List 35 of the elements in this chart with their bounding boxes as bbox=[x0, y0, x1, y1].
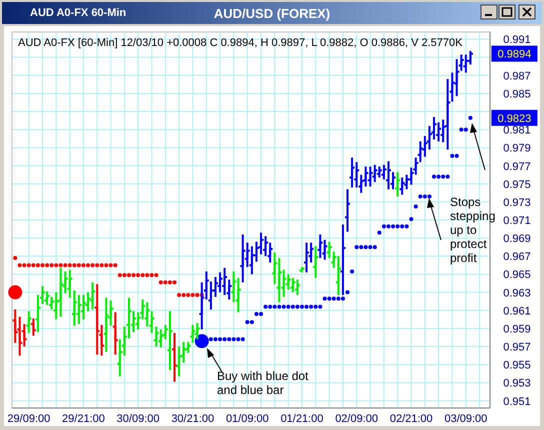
y-tick-label: 0.971 bbox=[503, 215, 531, 227]
y-tick-label: 0.975 bbox=[503, 178, 531, 191]
annotation: 0.9894 bbox=[498, 48, 532, 61]
y-tick-label: 0.963 bbox=[503, 287, 531, 300]
annotation: Buy with blue dot and blue bar bbox=[217, 369, 310, 397]
text: AUD A0-FX [60-Min] 12/03/10 +0.0008 C 0.9894, H 0.9897, L 0.9882, O 0.9886, V 2.5770K bbox=[18, 37, 464, 49]
chart-title: AUD/USD (FOREX) bbox=[214, 6, 330, 21]
x-tick-label: 02/21:00 bbox=[390, 413, 433, 425]
y-tick-label: 0.987 bbox=[503, 70, 531, 82]
y-tick-label: 0.985 bbox=[503, 88, 531, 100]
y-tick-label: 0.973 bbox=[503, 196, 531, 209]
y-tick-label: 0.961 bbox=[503, 305, 531, 318]
y-tick-label: 0.953 bbox=[503, 378, 531, 390]
y-tick-label: 0.981 bbox=[503, 124, 531, 137]
x-tick-label: 01/09:00 bbox=[226, 413, 269, 425]
x-tick-label: 30/21:00 bbox=[171, 413, 214, 425]
y-tick-label: 0.955 bbox=[503, 360, 531, 372]
x-tick-label: 02/09:00 bbox=[335, 413, 378, 425]
y-tick-label: 0.991 bbox=[503, 34, 531, 46]
y-tick-label: 0.977 bbox=[503, 160, 531, 173]
annotation: 0.9823 bbox=[498, 112, 532, 125]
y-tick-label: 0.959 bbox=[503, 323, 531, 336]
x-tick-label: 29/09:00 bbox=[7, 413, 50, 425]
x-tick-label: 30/09:00 bbox=[116, 413, 160, 425]
annotation: Stops stepping up to protect profit bbox=[450, 195, 496, 265]
y-tick-label: 0.969 bbox=[503, 233, 531, 246]
x-tick-label: 03/09:00 bbox=[444, 413, 488, 425]
y-tick-label: 0.957 bbox=[503, 342, 531, 354]
x-tick-label: 29/21:00 bbox=[62, 413, 105, 425]
x-tick-label: 01/21:00 bbox=[280, 413, 324, 425]
y-tick-label: 0.979 bbox=[503, 142, 531, 155]
y-tick-label: 0.951 bbox=[503, 396, 531, 408]
text: AUD A0-FX 60-Min bbox=[30, 7, 126, 19]
y-tick-label: 0.967 bbox=[503, 251, 531, 264]
y-tick-label: 0.965 bbox=[503, 269, 531, 282]
